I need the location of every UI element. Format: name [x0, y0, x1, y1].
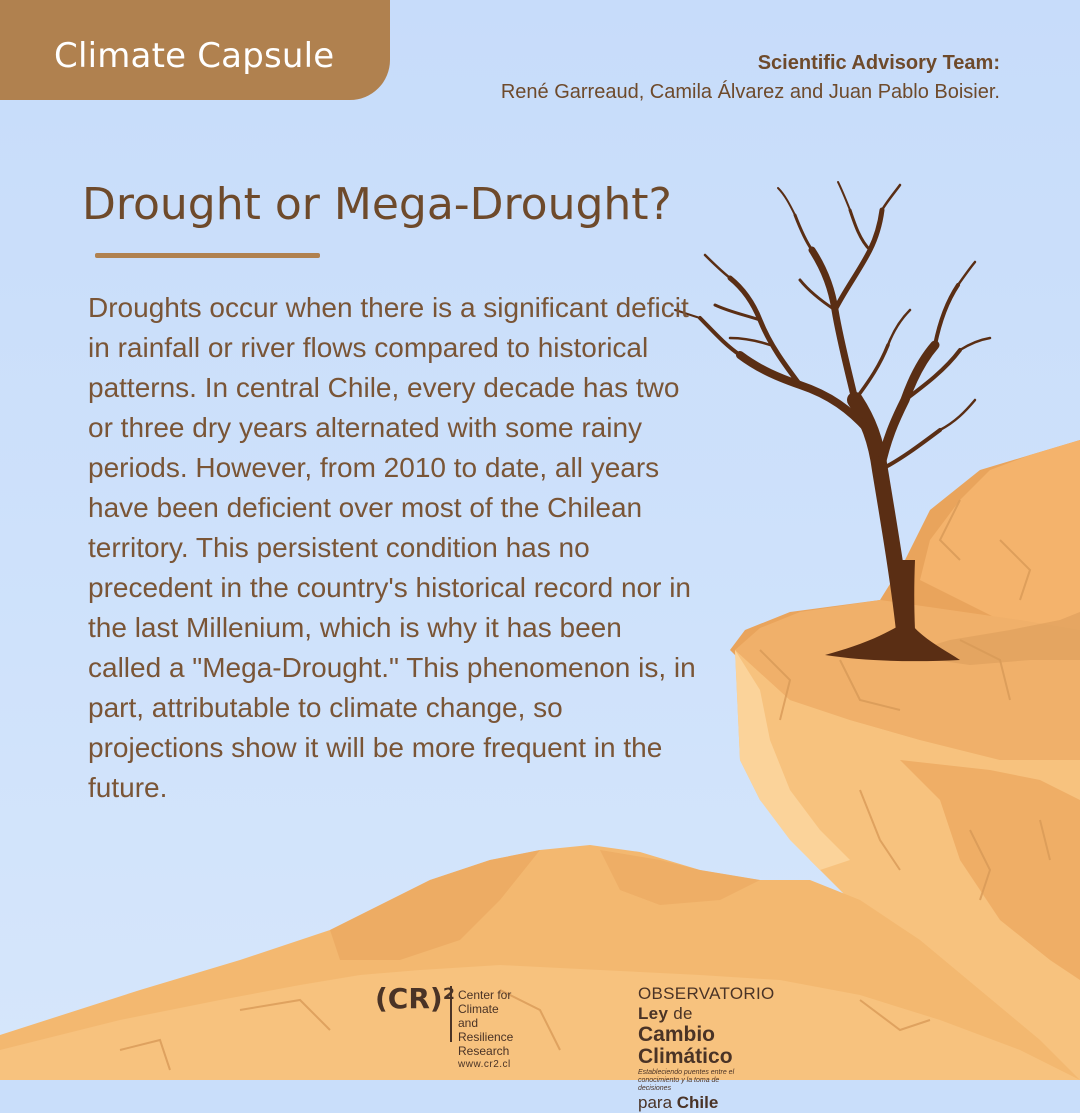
cr2-line1: Center for Climate: [458, 988, 512, 1016]
cr2-url: www.cr2.cl: [458, 1059, 511, 1070]
observatorio-para: para Chile: [638, 1093, 718, 1112]
advisory-label: Scientific Advisory Team:: [757, 52, 1000, 74]
cr2-divider: [450, 986, 452, 1042]
observatorio-de: de: [673, 1004, 693, 1023]
article-body: Droughts occur when there is a significa…: [88, 292, 696, 803]
desert-cliff-illustration: [0, 181, 1080, 1080]
advisory-block: Scientific Advisory Team: René Garreaud,…: [501, 50, 1000, 106]
cr2-line2: and Resilience Research: [458, 1016, 514, 1058]
observatorio-row3: Estableciendo puentes entre el conocimie…: [638, 1069, 775, 1113]
observatorio-logo-icon: OBSERVATORIO Ley de Cambio Climático Est…: [638, 984, 775, 1113]
observatorio-word: OBSERVATORIO: [638, 984, 775, 1003]
observatorio-tagline: Estableciendo puentes entre el conocimie…: [638, 1069, 735, 1092]
observatorio-chile: Chile: [676, 1093, 719, 1112]
observatorio-row1: OBSERVATORIO Ley de: [638, 984, 775, 1024]
advisory-names: René Garreaud, Camila Álvarez and Juan P…: [500, 81, 1000, 103]
title-divider: [95, 253, 320, 258]
cr2-text: Center for Climate and Resilience Resear…: [458, 988, 513, 1072]
observatorio-row2: Cambio Climático: [638, 1023, 733, 1068]
observatorio-ley: Ley: [638, 1004, 669, 1023]
cr2-logo-icon: (CR)²: [375, 982, 455, 1015]
article-title: Drought or Mega-Drought?: [82, 179, 672, 230]
header-tab: Climate Capsule: [0, 0, 390, 100]
tab-label: Climate Capsule: [54, 36, 335, 76]
observatorio-para-word: para: [638, 1093, 673, 1112]
